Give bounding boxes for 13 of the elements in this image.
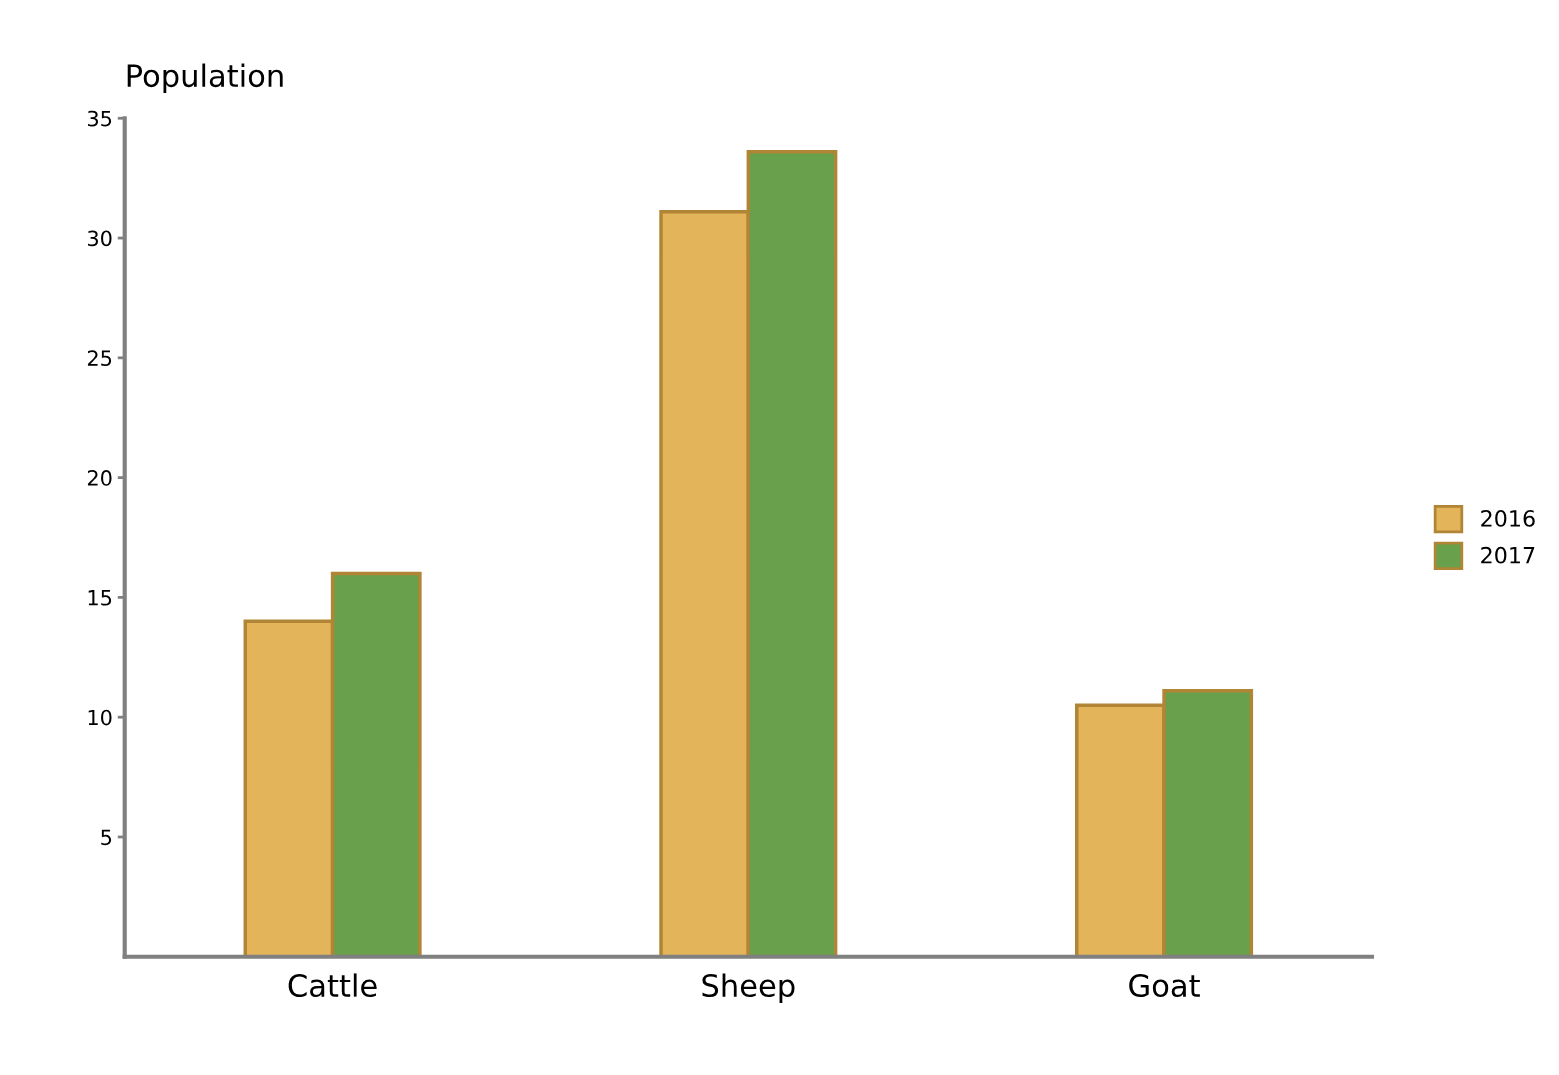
legend-label: 2017 <box>1481 546 1535 564</box>
legend-label: 2016 <box>1481 510 1535 527</box>
y-tick-label: 15 <box>88 590 112 606</box>
x-tick-label: Cattle <box>288 973 377 998</box>
y-tick-label: 35 <box>87 110 112 127</box>
y-tick-label: 30 <box>87 230 112 247</box>
y-axis-title: Population <box>127 63 283 94</box>
x-tick-label: Goat <box>1129 973 1200 998</box>
y-tick-label: 5 <box>101 829 112 846</box>
y-tick-label: 25 <box>87 350 112 367</box>
y-tick-label: 10 <box>88 709 112 726</box>
y-tick-label: 20 <box>87 470 112 486</box>
x-tick-label: Sheep <box>702 973 795 1003</box>
